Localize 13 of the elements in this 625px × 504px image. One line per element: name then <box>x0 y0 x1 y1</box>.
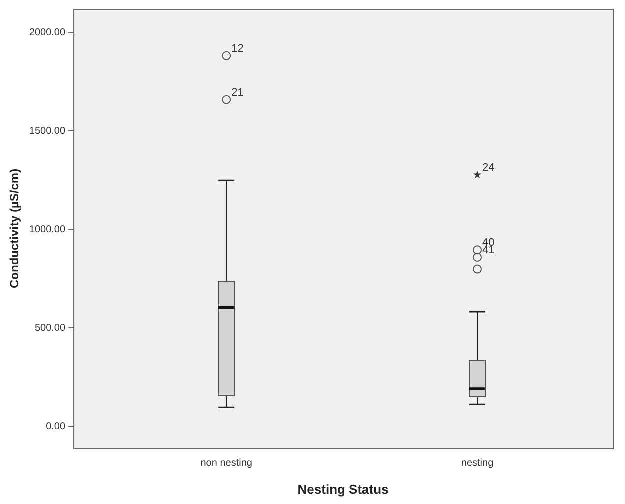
y-tick-label: 1500.00 <box>29 126 66 137</box>
annotation: 41 <box>482 244 495 256</box>
y-tick-label: 1000.00 <box>29 224 66 236</box>
x-tick-label: non nesting <box>200 458 252 470</box>
annotation: 21 <box>232 86 244 99</box>
annotation: 12 <box>232 42 244 55</box>
annotation: 24 <box>482 162 495 174</box>
y-tick-label: 2000.00 <box>29 27 66 38</box>
x-tick-label: nesting <box>461 458 494 470</box>
x-axis-title: Nesting Status <box>298 482 389 497</box>
y-tick-label: 0.00 <box>46 421 66 432</box>
y-tick-label: 500.00 <box>34 322 66 334</box>
y-axis-title: Conductivity (µS/cm) <box>8 168 22 288</box>
